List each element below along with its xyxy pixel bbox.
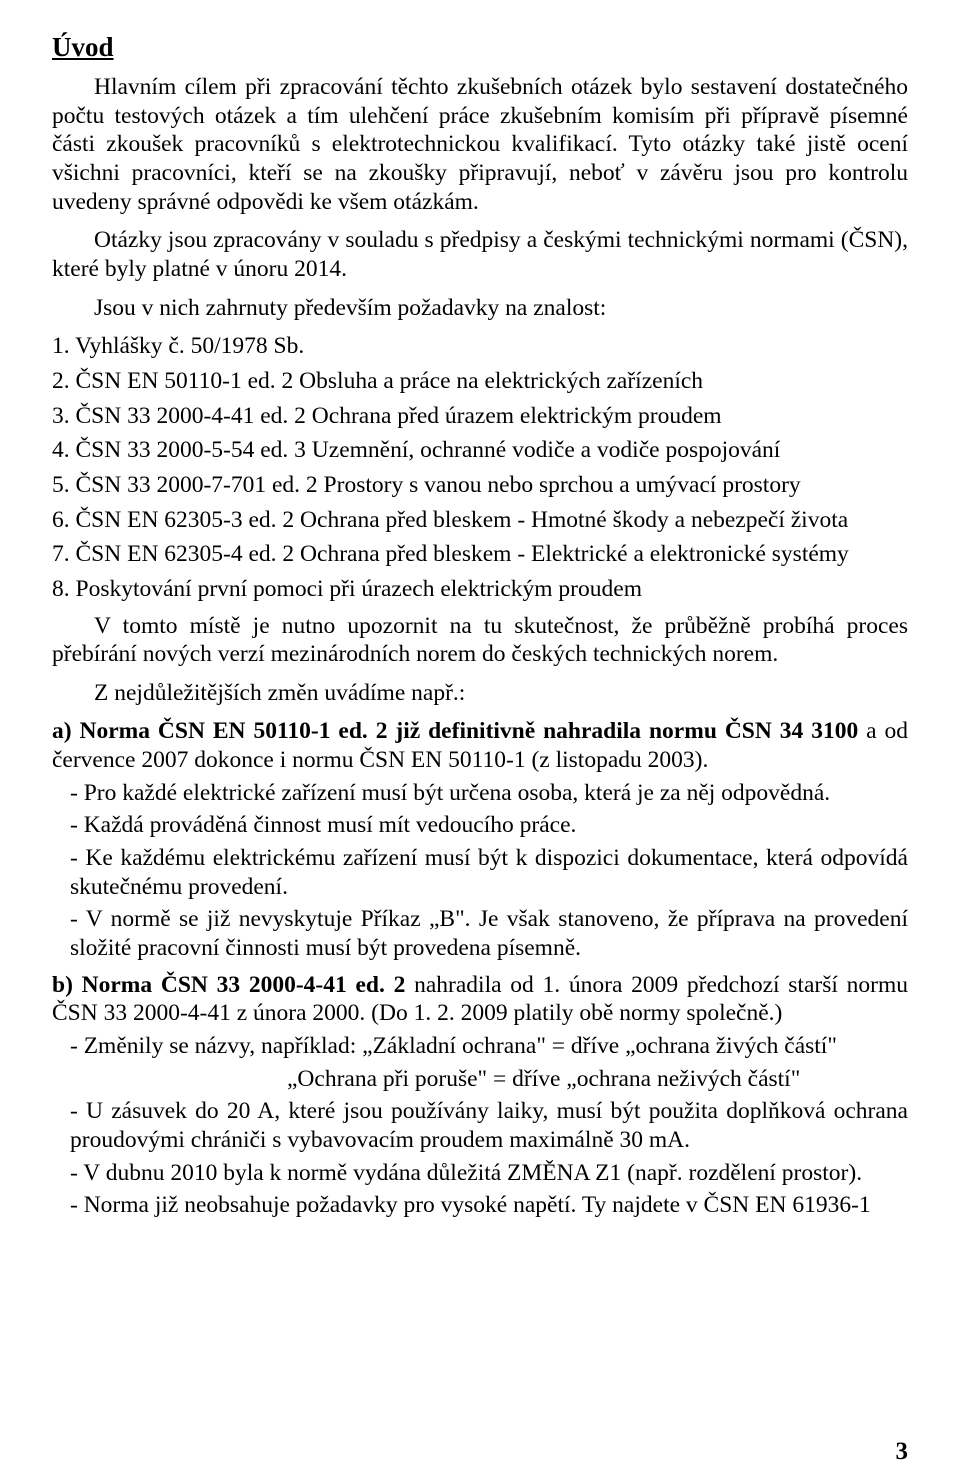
paragraph-note: V tomto místě je nutno upozornit na tu s…: [52, 612, 908, 669]
section-a-item-1: - Pro každé elektrické zařízení musí být…: [52, 779, 908, 808]
section-a-item-4: - V normě se již nevyskytuje Příkaz „B".…: [52, 905, 908, 962]
section-b-item-1a: - Změnily se názvy, například: „Základní…: [52, 1032, 908, 1061]
list-item-8: 8. Poskytování první pomoci při úrazech …: [52, 575, 908, 604]
page-number: 3: [896, 1438, 909, 1466]
paragraph-intro-1: Hlavním cílem při zpracování těchto zkuš…: [52, 73, 908, 216]
section-b-item-2: - U zásuvek do 20 A, které jsou používán…: [52, 1097, 908, 1154]
section-b-item-4: - Norma již neobsahuje požadavky pro vys…: [52, 1191, 908, 1220]
document-page: Úvod Hlavním cílem při zpracování těchto…: [0, 0, 960, 1484]
section-a-item-2: - Každá prováděná činnost musí mít vedou…: [52, 811, 908, 840]
section-b-lead: b) Norma ČSN 33 2000-4-41 ed. 2 nahradil…: [52, 971, 908, 1028]
list-item-6: 6. ČSN EN 62305-3 ed. 2 Ochrana před ble…: [52, 506, 908, 535]
section-a-lead: a) Norma ČSN EN 50110-1 ed. 2 již defini…: [52, 717, 908, 774]
list-item-3: 3. ČSN 33 2000-4-41 ed. 2 Ochrana před ú…: [52, 402, 908, 431]
paragraph-intro-3: Jsou v nich zahrnuty především požadavky…: [52, 294, 908, 323]
list-item-4: 4. ČSN 33 2000-5-54 ed. 3 Uzemnění, ochr…: [52, 436, 908, 465]
list-item-7: 7. ČSN EN 62305-4 ed. 2 Ochrana před ble…: [52, 540, 908, 569]
page-title: Úvod: [52, 32, 908, 63]
list-item-5: 5. ČSN 33 2000-7-701 ed. 2 Prostory s va…: [52, 471, 908, 500]
list-item-2: 2. ČSN EN 50110-1 ed. 2 Obsluha a práce …: [52, 367, 908, 396]
paragraph-intro-2: Otázky jsou zpracovány v souladu s předp…: [52, 226, 908, 283]
section-b-item-3: - V dubnu 2010 byla k normě vydána důlež…: [52, 1159, 908, 1188]
paragraph-changes-lead: Z nejdůležitějších změn uvádíme např.:: [52, 679, 908, 708]
section-b-bold: b) Norma ČSN 33 2000-4-41 ed. 2: [52, 972, 405, 998]
section-b-item-1b: „Ochrana při poruše" = dříve „ochrana ne…: [52, 1065, 908, 1094]
section-a-bold: a) Norma ČSN EN 50110-1 ed. 2 již defini…: [52, 718, 858, 744]
section-a-item-3: - Ke každému elektrickému zařízení musí …: [52, 844, 908, 901]
list-item-1: 1. Vyhlášky č. 50/1978 Sb.: [52, 332, 908, 361]
